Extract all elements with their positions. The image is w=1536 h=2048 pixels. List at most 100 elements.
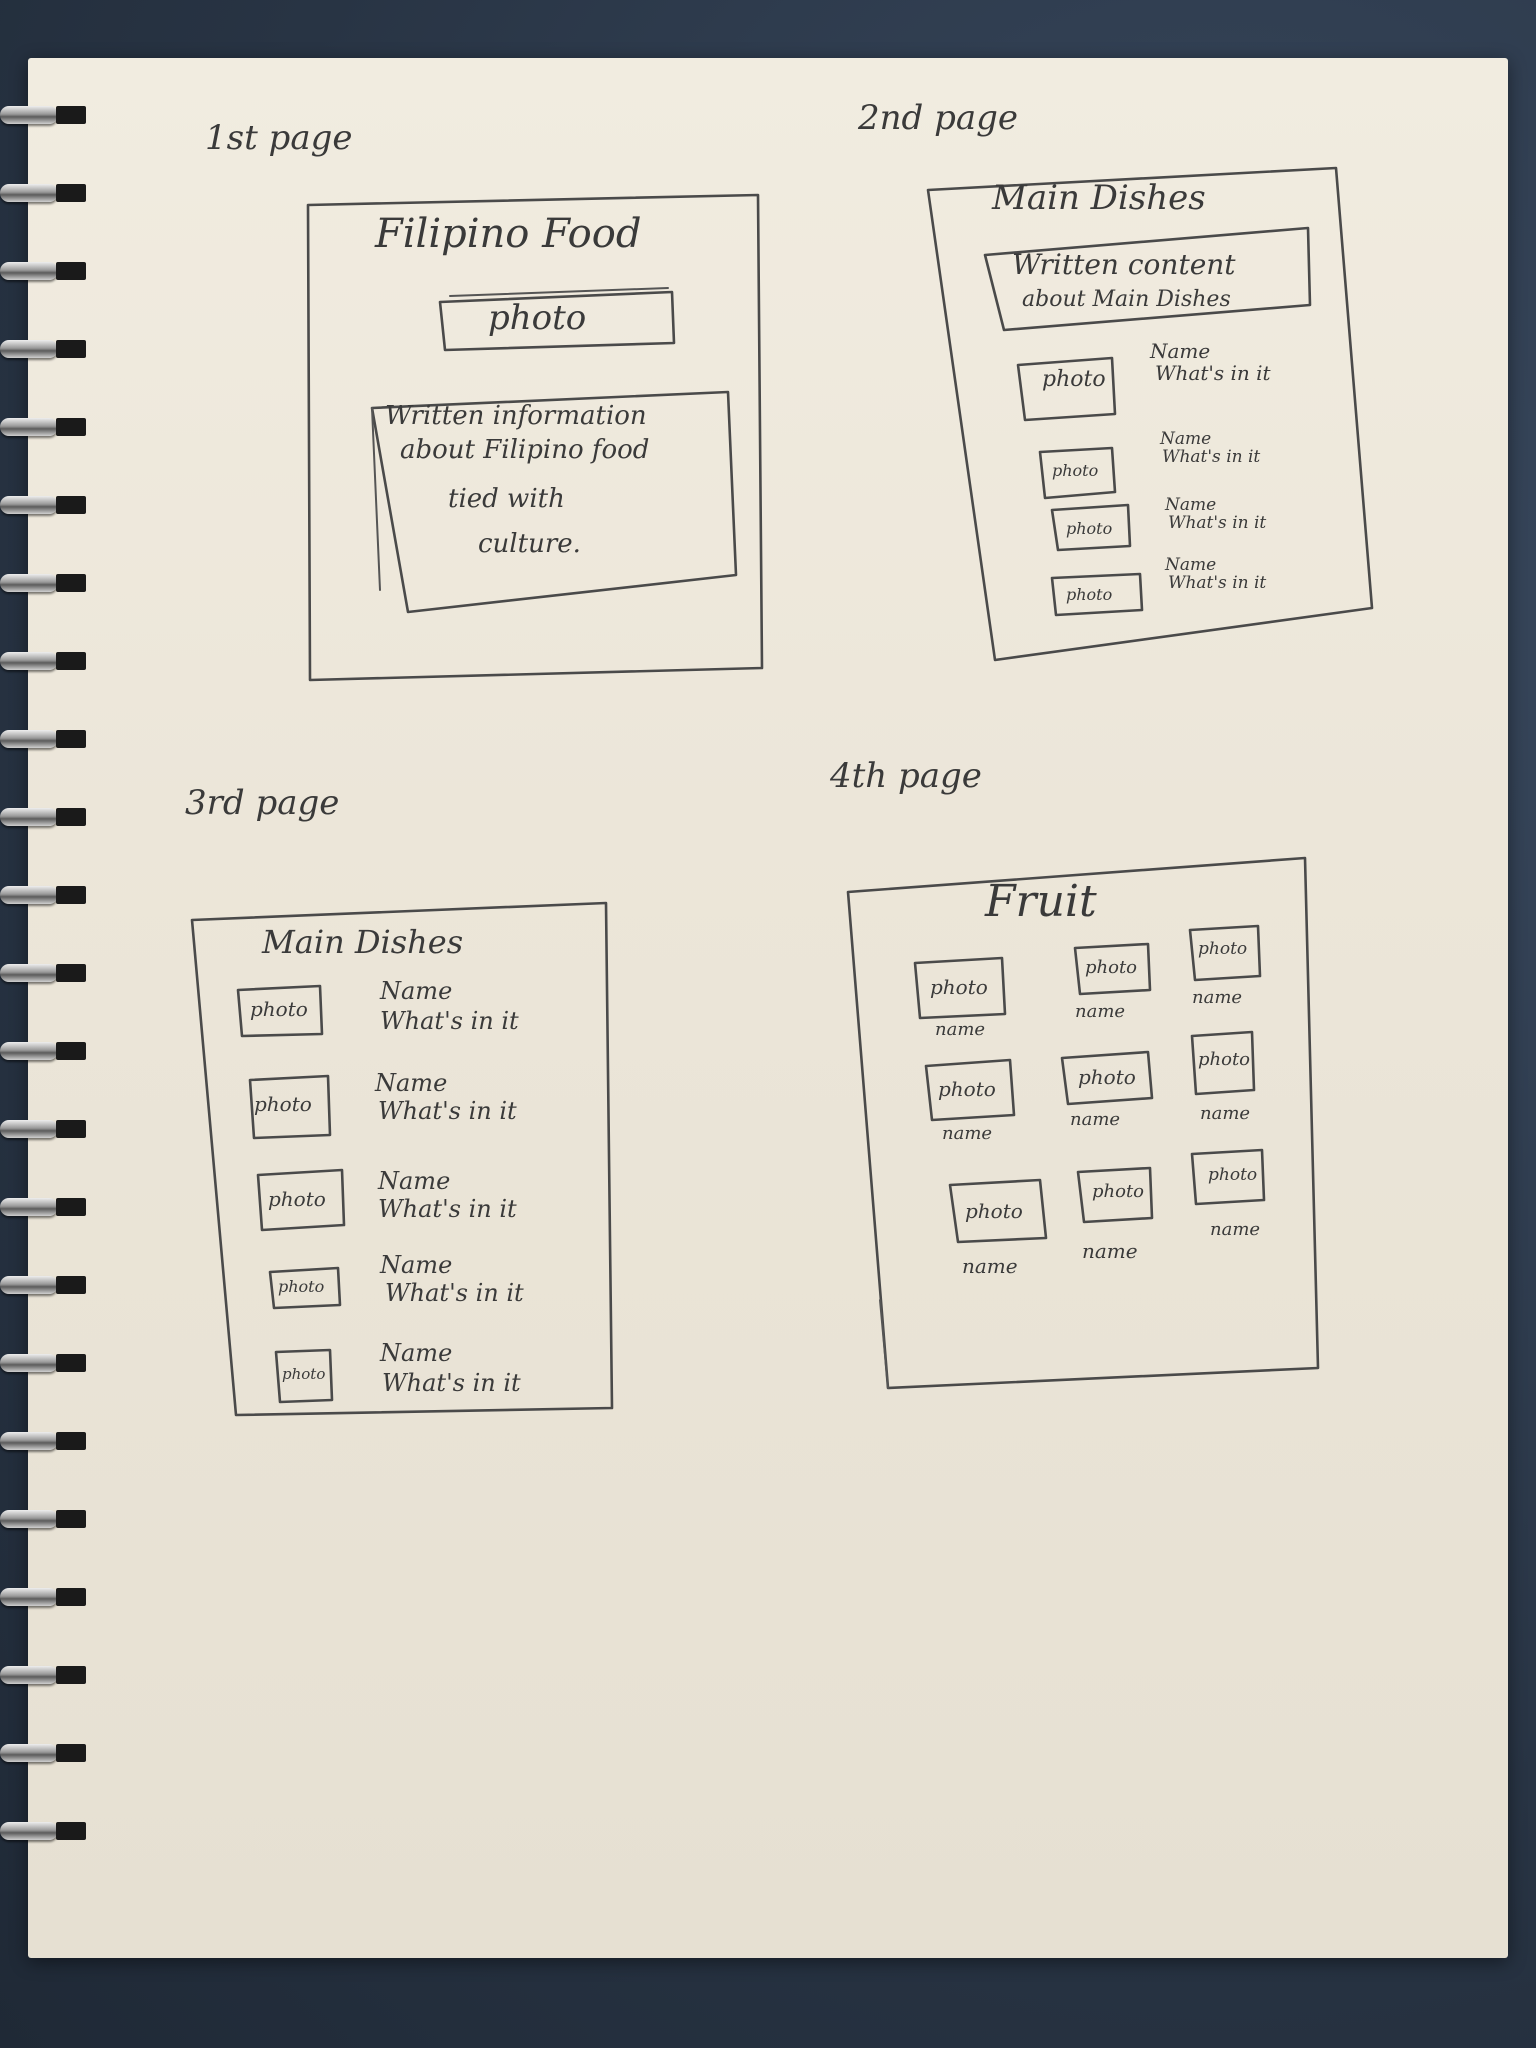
spiral-ring — [0, 490, 86, 520]
page2-photo-3 — [1050, 503, 1132, 552]
binding-hole — [56, 106, 86, 124]
page4-item-photo: photo — [1208, 1165, 1258, 1185]
page4-title: Fruit — [985, 876, 1097, 927]
spiral-ring — [0, 724, 86, 754]
spiral-wire — [0, 1276, 58, 1294]
spiral-ring — [0, 880, 86, 910]
notebook-page — [28, 58, 1508, 1958]
spiral-wire — [0, 262, 58, 280]
spiral-ring — [0, 334, 86, 364]
page1-text-line: Written information — [385, 401, 647, 431]
page4-item-name: name — [1200, 1103, 1251, 1124]
binding-hole — [56, 418, 86, 436]
page3-item-desc: What's in it — [378, 1195, 517, 1223]
page2-item-photo: photo — [1066, 519, 1113, 538]
page3-item-desc: What's in it — [378, 1097, 517, 1125]
page1-text-line: about Filipino food — [400, 435, 650, 465]
page3-photo-4 — [268, 1266, 342, 1310]
page2-frame — [926, 166, 1374, 662]
page1-text-box — [370, 390, 738, 614]
page3-item-photo: photo — [254, 1092, 312, 1116]
spiral-wire — [0, 496, 58, 514]
page1-photo-label: photo — [488, 298, 587, 338]
spiral-binding — [0, 100, 90, 1900]
page3-item-photo: photo — [278, 1277, 325, 1296]
page2-photo-2 — [1038, 446, 1117, 500]
spiral-wire — [0, 1510, 58, 1528]
page2-item-desc: What's in it — [1162, 447, 1261, 467]
binding-hole — [56, 184, 86, 202]
page4-item-name: name — [1070, 1109, 1121, 1130]
page3-item-photo: photo — [282, 1365, 326, 1383]
page4-item-photo: photo — [1085, 957, 1138, 978]
page4-item-photo: photo — [930, 975, 988, 999]
page2-item-desc: What's in it — [1168, 513, 1267, 533]
spiral-wire — [0, 1744, 58, 1762]
page4-photo-2 — [1073, 942, 1152, 996]
page3-item-photo: photo — [250, 997, 308, 1021]
page4-item-photo: photo — [1198, 939, 1248, 959]
spiral-ring — [0, 1270, 86, 1300]
page3-item-desc: What's in it — [382, 1369, 521, 1397]
page2-content-box — [983, 226, 1312, 332]
spiral-wire — [0, 730, 58, 748]
binding-hole — [56, 1432, 86, 1450]
binding-hole — [56, 1822, 86, 1840]
spiral-wire — [0, 1666, 58, 1684]
spiral-wire — [0, 1822, 58, 1840]
page2-title: Main Dishes — [992, 178, 1206, 218]
binding-hole — [56, 1510, 86, 1528]
spiral-wire — [0, 340, 58, 358]
page3-item-name: Name — [380, 977, 453, 1005]
page3-photo-1 — [236, 984, 324, 1038]
spiral-wire — [0, 418, 58, 436]
spiral-ring — [0, 1348, 86, 1378]
spiral-ring — [0, 1192, 86, 1222]
spiral-ring — [0, 1816, 86, 1846]
binding-hole — [56, 1042, 86, 1060]
page4-item-name: name — [1075, 1001, 1126, 1022]
spiral-wire — [0, 652, 58, 670]
spiral-wire — [0, 1588, 58, 1606]
page4-item-name: name — [1082, 1239, 1138, 1263]
binding-hole — [56, 574, 86, 592]
page4-item-name: name — [962, 1254, 1018, 1278]
page3-photo-2 — [248, 1074, 332, 1140]
page2-item-photo: photo — [1052, 461, 1099, 480]
page3-photo-3 — [256, 1168, 346, 1232]
spiral-ring — [0, 1114, 86, 1144]
page3-frame — [190, 901, 614, 1417]
page4-photo-6 — [1190, 1030, 1256, 1096]
binding-hole — [56, 730, 86, 748]
spiral-ring — [0, 802, 86, 832]
page2-content-line: Written content — [1012, 248, 1236, 281]
page4-item-photo: photo — [938, 1077, 996, 1101]
page4-photo-9 — [1190, 1148, 1266, 1206]
binding-hole — [56, 1666, 86, 1684]
page3-label: 3rd page — [185, 783, 340, 823]
page4-item-name: name — [1210, 1219, 1261, 1240]
page2-item-name: Name — [1165, 555, 1217, 575]
spiral-ring — [0, 178, 86, 208]
spiral-ring — [0, 958, 86, 988]
page2-photo-1 — [1016, 356, 1117, 422]
page4-item-photo: photo — [1198, 1049, 1251, 1070]
page4-item-name: name — [942, 1123, 993, 1144]
spiral-wire — [0, 1432, 58, 1450]
spiral-ring — [0, 1582, 86, 1612]
page2-item-desc: What's in it — [1168, 573, 1267, 593]
binding-hole — [56, 1120, 86, 1138]
spiral-wire — [0, 964, 58, 982]
page1-photo-box — [438, 290, 676, 352]
page1-frame — [306, 193, 764, 682]
page2-label: 2nd page — [858, 98, 1019, 138]
spiral-wire — [0, 1354, 58, 1372]
page1-title: Filipino Food — [375, 211, 642, 257]
binding-hole — [56, 1744, 86, 1762]
binding-hole — [56, 1198, 86, 1216]
page2-item-name: Name — [1165, 495, 1217, 515]
page1-label: 1st page — [205, 118, 353, 158]
spiral-ring — [0, 100, 86, 130]
spiral-ring — [0, 646, 86, 676]
